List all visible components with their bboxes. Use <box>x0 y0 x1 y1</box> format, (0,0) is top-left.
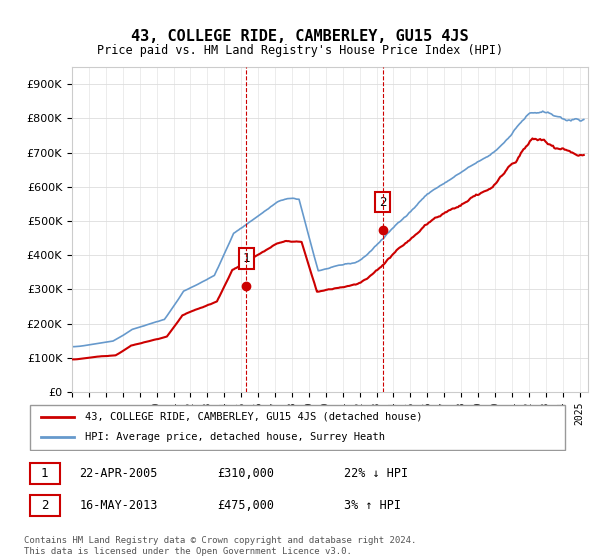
Text: 2: 2 <box>379 196 386 209</box>
Text: 16-MAY-2013: 16-MAY-2013 <box>79 499 158 512</box>
Text: £310,000: £310,000 <box>217 468 274 480</box>
Text: 3% ↑ HPI: 3% ↑ HPI <box>344 499 401 512</box>
Text: Contains HM Land Registry data © Crown copyright and database right 2024.
This d: Contains HM Land Registry data © Crown c… <box>24 536 416 556</box>
Text: 43, COLLEGE RIDE, CAMBERLEY, GU15 4JS (detached house): 43, COLLEGE RIDE, CAMBERLEY, GU15 4JS (d… <box>85 412 422 422</box>
FancyBboxPatch shape <box>29 464 60 484</box>
Text: Price paid vs. HM Land Registry's House Price Index (HPI): Price paid vs. HM Land Registry's House … <box>97 44 503 57</box>
Text: £475,000: £475,000 <box>217 499 274 512</box>
Text: HPI: Average price, detached house, Surrey Heath: HPI: Average price, detached house, Surr… <box>85 432 385 442</box>
Text: 22-APR-2005: 22-APR-2005 <box>79 468 158 480</box>
FancyBboxPatch shape <box>29 495 60 516</box>
Text: 22% ↓ HPI: 22% ↓ HPI <box>344 468 408 480</box>
Text: 1: 1 <box>41 468 49 480</box>
Text: 43, COLLEGE RIDE, CAMBERLEY, GU15 4JS: 43, COLLEGE RIDE, CAMBERLEY, GU15 4JS <box>131 29 469 44</box>
Text: 2: 2 <box>41 499 49 512</box>
FancyBboxPatch shape <box>29 405 565 450</box>
Text: 1: 1 <box>242 252 250 265</box>
